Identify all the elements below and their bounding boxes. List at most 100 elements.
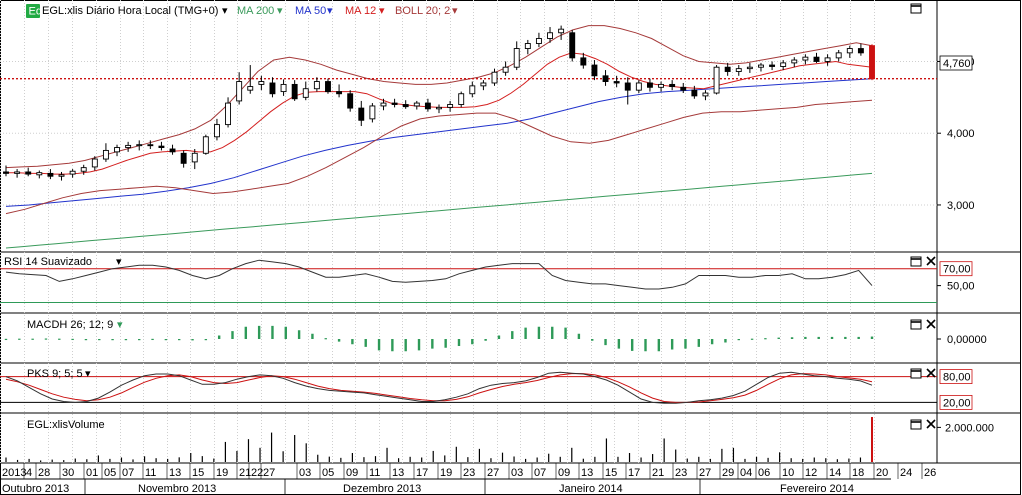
macd-bar bbox=[311, 333, 314, 339]
macd-bar bbox=[337, 339, 341, 342]
candle-body bbox=[102, 149, 109, 160]
day-label: 13 bbox=[169, 467, 181, 479]
eq-icon[interactable] bbox=[26, 4, 40, 18]
candle-body bbox=[358, 107, 365, 121]
rsi-restore-button[interactable] bbox=[910, 256, 922, 267]
macd-bar bbox=[511, 331, 514, 339]
day-label: 07 bbox=[122, 467, 134, 479]
pks-title[interactable]: PKS 9; 5; 5 bbox=[27, 368, 83, 380]
macd-bar bbox=[244, 326, 248, 339]
candle-body bbox=[780, 62, 787, 67]
candle-body bbox=[613, 81, 620, 84]
macd-bar bbox=[657, 339, 661, 352]
ma12-dropdown-icon[interactable]: ▾ bbox=[379, 5, 385, 17]
day-label: 19 bbox=[440, 467, 452, 479]
legend-ma12[interactable]: MA 12 bbox=[345, 5, 376, 17]
rsi-close-button[interactable] bbox=[926, 256, 936, 266]
macd-bar bbox=[497, 335, 501, 339]
price-tick-label: 3,000 bbox=[947, 200, 975, 212]
macd-bar bbox=[630, 339, 634, 351]
macd-bar bbox=[18, 338, 21, 340]
day-label: 15 bbox=[605, 467, 617, 479]
candle-body bbox=[713, 66, 720, 94]
macd-title[interactable]: MACDH 26; 12; 9 bbox=[27, 319, 113, 331]
macd-bar bbox=[617, 339, 621, 349]
pks-20-label: 20,00 bbox=[943, 397, 971, 409]
macd-dropdown-icon[interactable]: ▾ bbox=[117, 319, 123, 331]
candle-body bbox=[535, 38, 542, 44]
main-restore-button[interactable] bbox=[910, 3, 922, 14]
candle-body bbox=[402, 104, 409, 108]
ma50-dropdown-icon[interactable]: ▾ bbox=[327, 5, 333, 17]
series-ma-200 bbox=[5, 172, 873, 249]
day-label: 01 bbox=[86, 467, 98, 479]
macd-bar bbox=[790, 337, 794, 339]
symbol-dropdown-icon[interactable]: ▾ bbox=[222, 5, 228, 17]
candle-body bbox=[313, 81, 320, 90]
volume-title: EGL:xlisVolume bbox=[27, 419, 105, 431]
candle-body bbox=[36, 172, 43, 176]
day-label: 13 bbox=[581, 467, 593, 479]
macd-bar bbox=[710, 339, 714, 345]
close-icon bbox=[926, 256, 936, 266]
day-label: 27 bbox=[263, 467, 275, 479]
macd-bar bbox=[471, 339, 474, 345]
candle-body bbox=[258, 81, 265, 85]
candle-body bbox=[669, 83, 676, 88]
macd-restore-button[interactable] bbox=[910, 319, 922, 330]
day-label: 18 bbox=[852, 467, 864, 479]
candle-body bbox=[502, 66, 509, 73]
macd-bar bbox=[830, 336, 834, 339]
macd-bar bbox=[191, 339, 194, 341]
candle-body bbox=[547, 32, 553, 39]
macd-bar bbox=[431, 339, 434, 349]
candle-body bbox=[136, 144, 143, 147]
candle-body bbox=[413, 102, 420, 107]
legend-ma50[interactable]: MA 50 bbox=[295, 5, 326, 17]
day-label: 15 bbox=[192, 467, 204, 479]
pks-close-button[interactable] bbox=[926, 368, 936, 378]
macd-bar bbox=[31, 338, 34, 340]
candle-body bbox=[169, 148, 176, 153]
macd-close-button[interactable] bbox=[926, 319, 936, 329]
macd-bar bbox=[351, 339, 354, 345]
macd-bar bbox=[297, 330, 301, 339]
candle-body bbox=[658, 83, 665, 88]
pks-d-line bbox=[5, 373, 873, 403]
volume-restore-button[interactable] bbox=[910, 419, 922, 430]
pks-restore-button[interactable] bbox=[910, 368, 922, 379]
candle-body bbox=[280, 83, 287, 93]
legend-ma200[interactable]: MA 200 bbox=[237, 5, 274, 17]
day-label: 23 bbox=[463, 467, 475, 479]
volume-close-button[interactable] bbox=[926, 419, 936, 429]
rsi-dropdown-icon[interactable]: ▾ bbox=[116, 256, 122, 268]
candle-body bbox=[491, 71, 498, 84]
pks-k-line bbox=[5, 371, 873, 404]
macd-bar bbox=[644, 339, 647, 352]
candle-body bbox=[746, 66, 753, 70]
legend-boll[interactable]: BOLL 20; 2 bbox=[395, 5, 450, 17]
macd-bar bbox=[164, 339, 168, 341]
macd-bar bbox=[591, 339, 594, 341]
close-icon bbox=[926, 419, 936, 429]
day-label: 17 bbox=[628, 467, 640, 479]
pks-80-label: 80,00 bbox=[943, 372, 971, 384]
month-label: Outubro 2013 bbox=[2, 483, 69, 495]
rsi-title[interactable]: RSI 14 Suavizado bbox=[4, 256, 92, 268]
macd-bar bbox=[737, 339, 740, 341]
pks-dropdown-icon[interactable]: ▾ bbox=[85, 368, 91, 380]
candle-body bbox=[436, 106, 442, 110]
candle-body bbox=[236, 81, 243, 102]
boll-dropdown-icon[interactable]: ▾ bbox=[452, 5, 458, 17]
ma200-dropdown-icon[interactable]: ▾ bbox=[277, 5, 283, 17]
candle-body bbox=[846, 48, 853, 54]
candle-body bbox=[569, 32, 576, 59]
macd-bar bbox=[71, 338, 74, 341]
macd-bar bbox=[417, 339, 421, 351]
restore-icon bbox=[910, 368, 922, 379]
restore-icon bbox=[910, 419, 922, 430]
candle-body bbox=[691, 89, 698, 97]
symbol-title[interactable]: EGL:xlis Diário Hora Local (TMG+0) bbox=[42, 5, 218, 17]
day-label: 21 bbox=[652, 467, 664, 479]
